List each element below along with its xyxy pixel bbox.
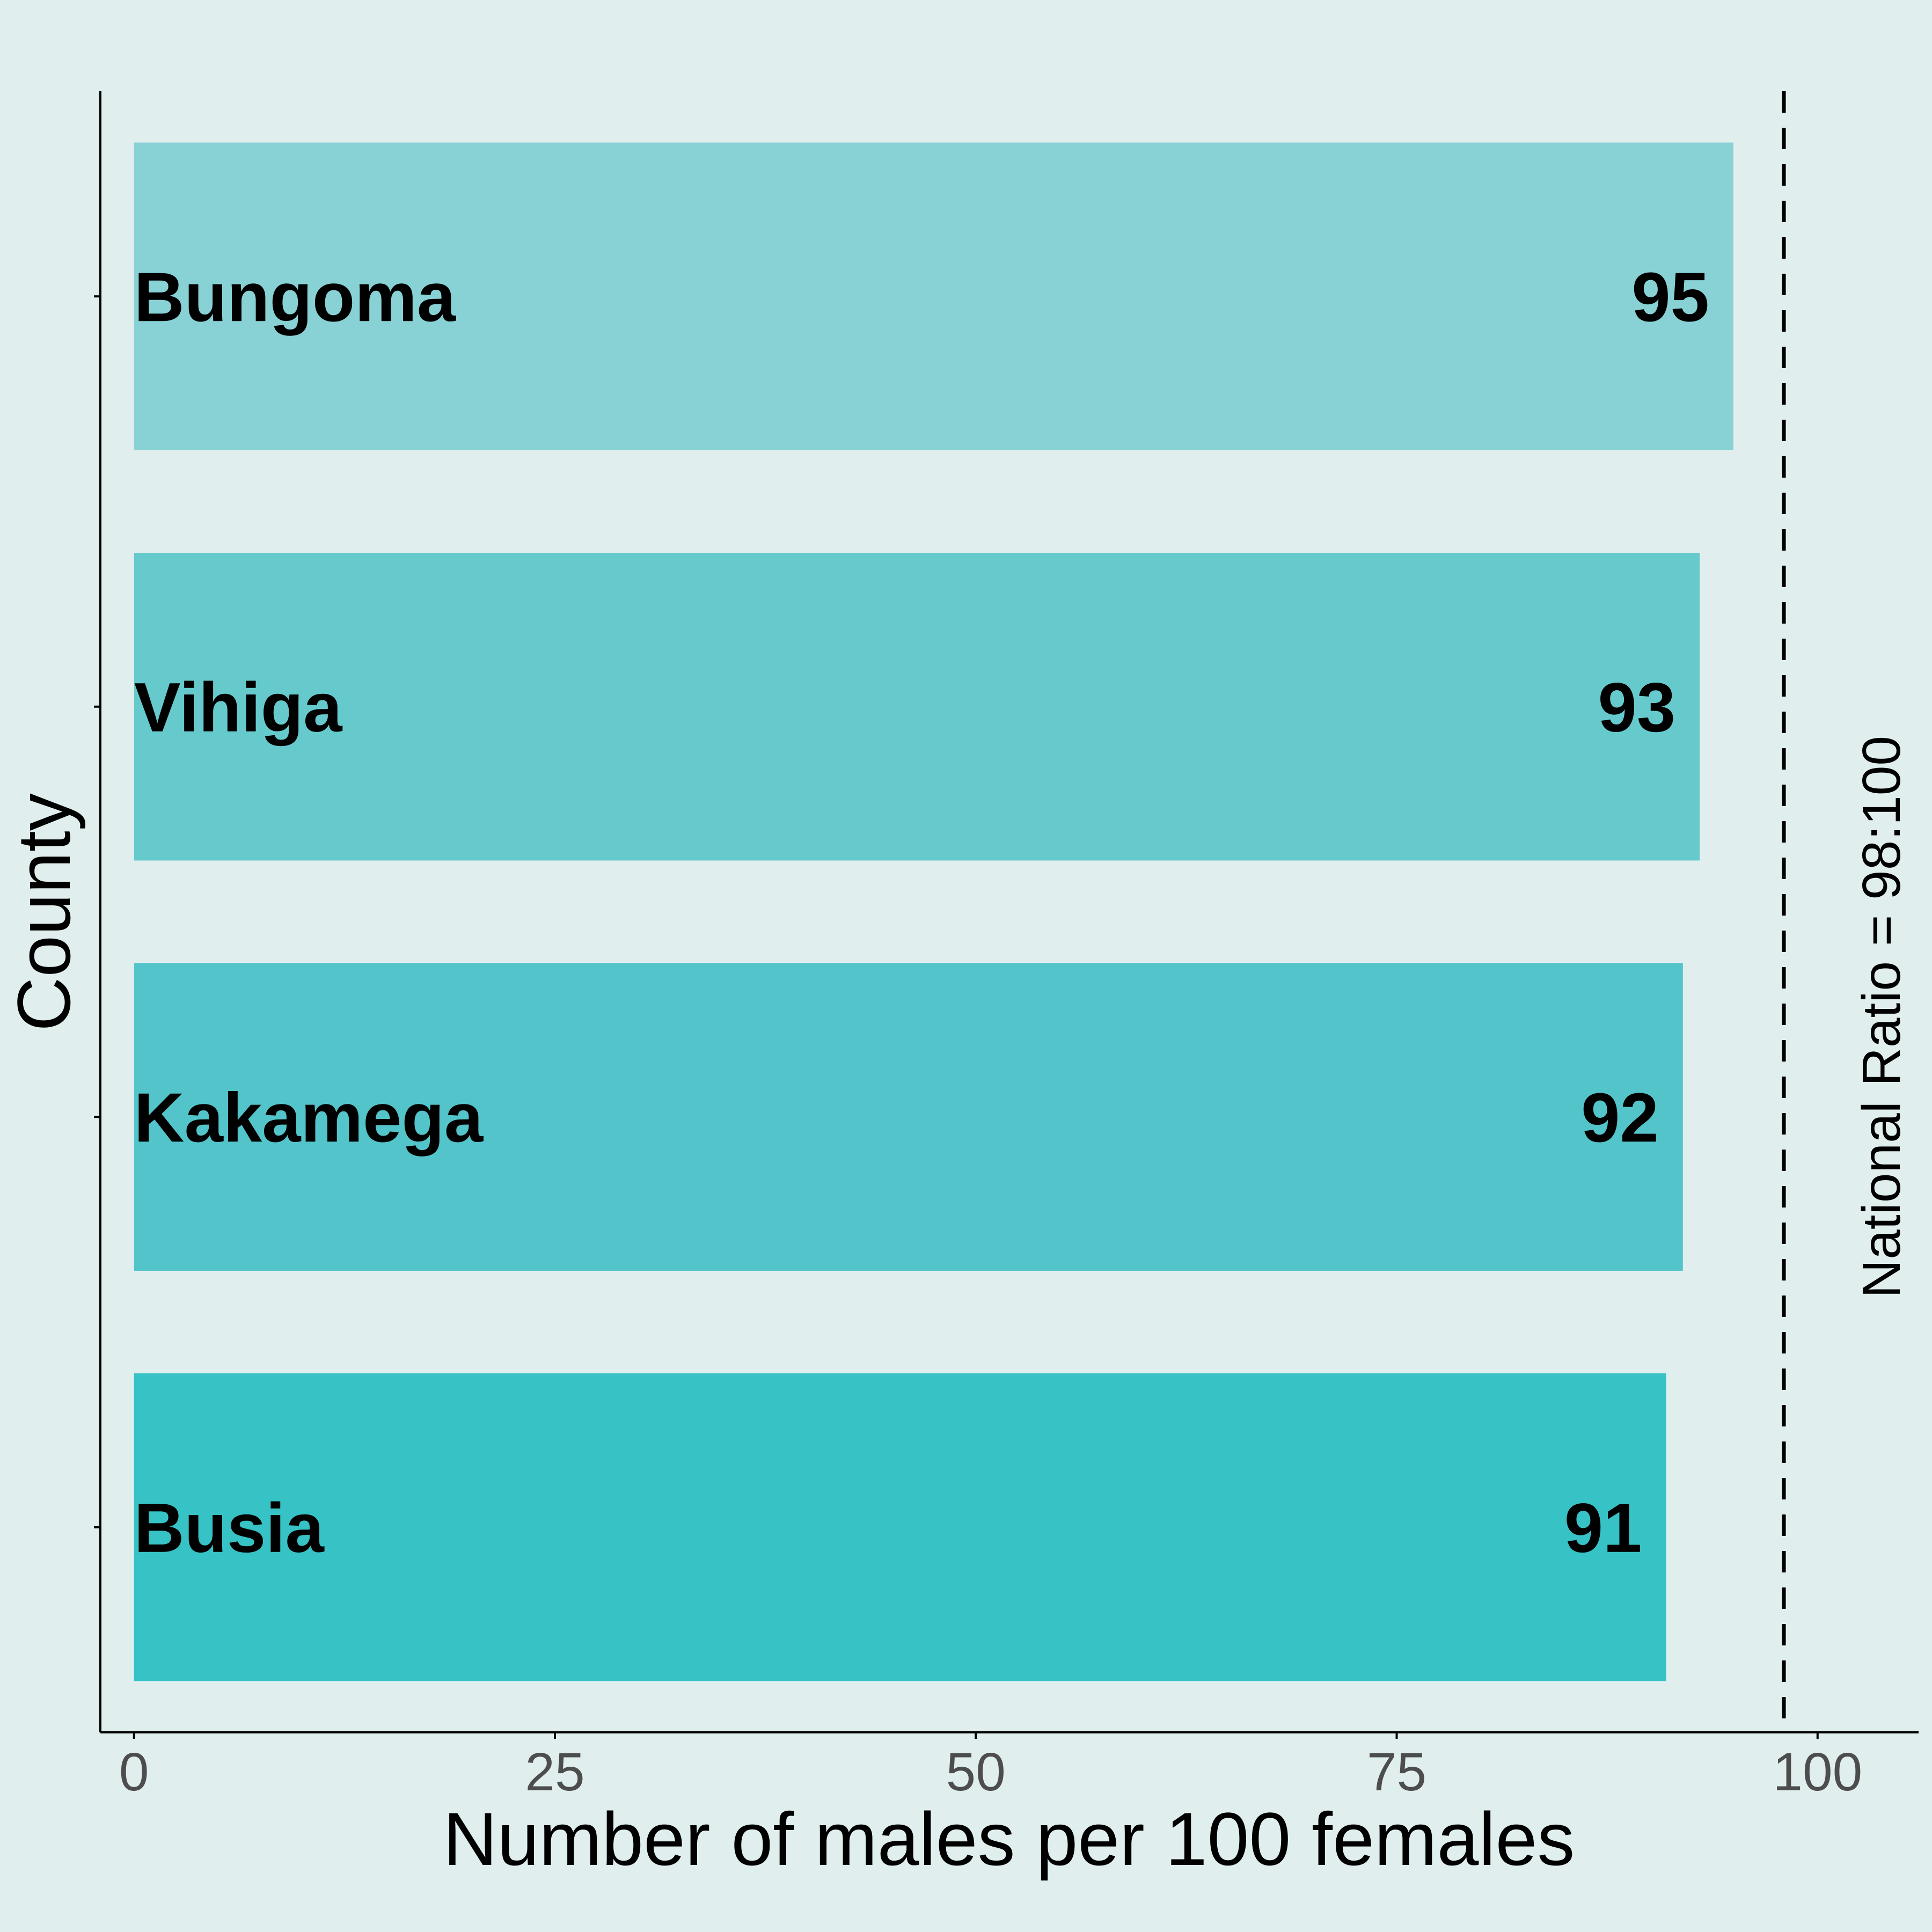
- bar-vihiga: [134, 553, 1700, 861]
- x-tick-label-75: 75: [1367, 1742, 1426, 1802]
- category-label-busia: Busia: [134, 1489, 325, 1567]
- x-axis-title: Number of males per 100 females: [443, 1797, 1575, 1881]
- x-tick-label-50: 50: [946, 1742, 1006, 1802]
- value-label-busia: 91: [1564, 1489, 1642, 1567]
- category-label-bungoma: Bungoma: [134, 258, 457, 336]
- reference-line-label: National Ratio = 98:100: [1851, 736, 1912, 1298]
- value-label-kakamega: 92: [1581, 1078, 1659, 1157]
- category-label-kakamega: Kakamega: [134, 1078, 484, 1157]
- bar-kakamega: [134, 963, 1683, 1271]
- value-label-vihiga: 93: [1598, 668, 1676, 747]
- bars-layer: Bungoma 95 Vihiga 93 Kakamega 92 Busia 91: [134, 142, 1733, 1681]
- bar-busia: [134, 1373, 1666, 1681]
- value-label-bungoma: 95: [1631, 258, 1709, 336]
- y-axis-title: County: [2, 793, 86, 1031]
- axes-layer: 0 25 50 75 100: [94, 91, 1919, 1802]
- bar-bungoma: [134, 142, 1733, 450]
- x-tick-label-0: 0: [119, 1742, 149, 1802]
- category-label-vihiga: Vihiga: [134, 668, 343, 747]
- x-tick-label-100: 100: [1773, 1742, 1862, 1802]
- x-tick-label-25: 25: [525, 1742, 584, 1802]
